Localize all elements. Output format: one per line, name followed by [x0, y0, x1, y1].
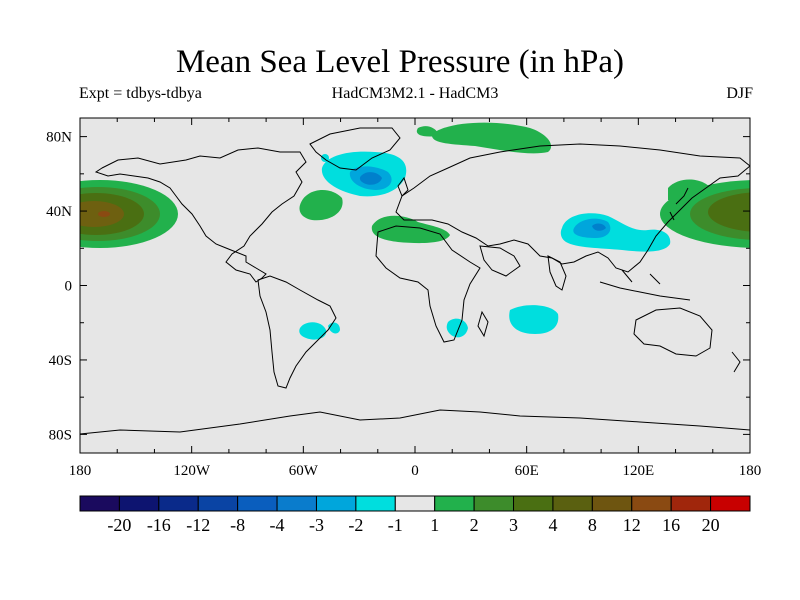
colorbar-label: -4	[270, 515, 285, 535]
y-tick-label: 40S	[49, 353, 72, 369]
y-tick-label: 80N	[46, 130, 72, 146]
colorbar-label: 8	[588, 515, 597, 535]
season-label: DJF	[726, 85, 753, 102]
x-tick-label: 0	[411, 463, 419, 479]
anomaly-south-america-negative	[299, 322, 327, 340]
colorbar-labels: -20 -16 -12 -8 -4 -3 -2 -1 1 2 3 4 8 12 16 20	[107, 515, 719, 535]
anomaly-pacific-west-4	[80, 201, 124, 227]
colorbar-swatch	[79, 495, 120, 512]
colorbar-swatch	[670, 495, 712, 512]
coast-south-america	[257, 275, 337, 389]
coast-greenland	[309, 127, 401, 171]
y-tick-label: 40N	[46, 204, 72, 220]
anomaly-nw-pacific	[668, 179, 712, 203]
anomaly-indian-ocean-negative	[509, 305, 559, 334]
anomaly-mediterranean-positive	[371, 215, 450, 244]
anomaly-asia-negative-2	[573, 218, 611, 238]
x-tick-label: 120W	[173, 463, 211, 479]
coast-india	[547, 255, 567, 291]
colorbar-swatch	[118, 495, 160, 512]
pressure-anomaly-field	[80, 122, 750, 340]
colorbar-swatch	[710, 495, 751, 512]
coast-britain	[397, 176, 409, 197]
x-tick-label: 60E	[515, 463, 539, 479]
anomaly-pacific-east-3	[708, 192, 750, 232]
colorbar-label: 1	[430, 515, 439, 535]
colorbar-swatch	[276, 495, 317, 512]
experiment-label: Expt = tdbys-tdbya	[79, 85, 202, 102]
colorbar-label: -16	[147, 515, 171, 535]
colorbar-label: 12	[623, 515, 641, 535]
colorbar-swatch	[552, 495, 593, 512]
colorbar-swatch	[473, 495, 515, 512]
colorbar-swatch	[197, 495, 239, 512]
axis-labels: 180 120W 60W 0 60E 120E 180 80N 40N 0 40S 80S	[46, 130, 761, 479]
colorbar-label: -2	[348, 515, 363, 535]
map-title: Mean Sea Level Pressure (in hPa)	[175, 44, 625, 80]
colorbar-swatch	[591, 495, 633, 512]
coast-australia	[633, 307, 713, 357]
x-tick-label: 180	[69, 463, 92, 479]
colorbar-swatch	[158, 495, 199, 512]
x-tick-label: 60W	[289, 463, 319, 479]
coast-indonesia	[599, 269, 691, 301]
colorbar-label: 4	[548, 515, 557, 535]
coast-madagascar	[477, 310, 489, 338]
anomaly-pacific-west-5	[98, 211, 110, 217]
colorbar-label: 3	[509, 515, 518, 535]
colorbar-label: -8	[230, 515, 245, 535]
coast-antarctica	[80, 409, 750, 435]
y-tick-label: 0	[65, 279, 73, 295]
colorbar-swatch	[394, 495, 436, 512]
x-tick-label: 180	[739, 463, 762, 479]
model-label: HadCM3M2.1 - HadCM3	[331, 85, 499, 102]
colorbar-swatch	[237, 495, 278, 512]
anomaly-greenland-negative-3	[359, 172, 382, 185]
axis-ticks	[79, 118, 751, 453]
coast-japan	[669, 187, 689, 221]
colorbar-label: 16	[662, 515, 680, 535]
colorbar-swatch	[355, 495, 396, 512]
colorbar-label: 2	[470, 515, 479, 535]
colorbar-swatch	[434, 495, 475, 512]
anomaly-siberia-positive	[431, 122, 552, 154]
coastlines	[80, 127, 750, 435]
anomaly-south-africa-negative	[446, 318, 468, 338]
colorbar-label: -12	[186, 515, 210, 535]
coast-north-america	[94, 147, 307, 283]
colorbar-swatch	[513, 495, 554, 512]
colorbar-swatch	[315, 495, 357, 512]
colorbar-label: -1	[388, 515, 403, 535]
colorbar-swatch	[631, 495, 672, 512]
colorbar-label: 20	[702, 515, 720, 535]
anomaly-atlantic-positive	[299, 189, 343, 221]
coast-arabia	[479, 245, 521, 277]
coast-eurasia	[395, 143, 750, 273]
coast-africa	[375, 225, 481, 343]
colorbar	[79, 495, 751, 512]
coast-new-zealand	[731, 351, 741, 373]
anomaly-asia-negative-3	[592, 223, 606, 231]
map-ocean-background	[80, 118, 750, 453]
y-tick-label: 80S	[49, 427, 72, 443]
colorbar-label: -3	[309, 515, 324, 535]
colorbar-label: -20	[107, 515, 131, 535]
x-tick-label: 120E	[622, 463, 654, 479]
